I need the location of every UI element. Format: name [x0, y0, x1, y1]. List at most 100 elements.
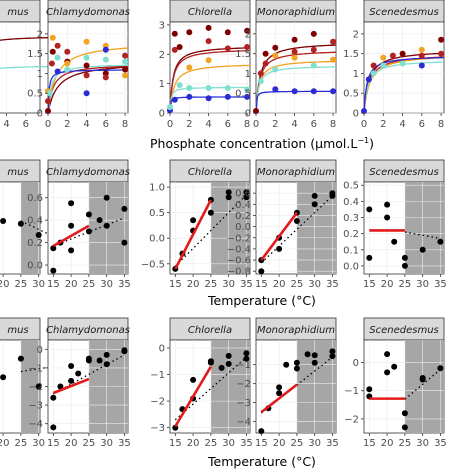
- fit-curve: [47, 47, 129, 114]
- panel-1-1: Chlamydomonas 15 20 25 30 35 0.0 0.2 0.4 0.6: [27, 159, 131, 290]
- data-point: [283, 361, 290, 368]
- facet-strip: [0, 159, 41, 183]
- data-point: [384, 351, 391, 358]
- x-tick-label: 25: [15, 279, 28, 290]
- y-tick-label: 0.4: [343, 197, 359, 208]
- data-point: [380, 54, 387, 61]
- x-tick-label: 35: [240, 438, 253, 449]
- y-tick-label: −0.4: [227, 244, 251, 255]
- data-point: [122, 66, 129, 73]
- data-point: [262, 60, 269, 67]
- data-point: [171, 46, 178, 53]
- data-point: [366, 206, 373, 213]
- fit-curve: [47, 65, 128, 114]
- x-tick-label: 20: [65, 279, 78, 290]
- y-tick-label: 0.6: [235, 189, 251, 200]
- data-point: [103, 361, 110, 368]
- data-point: [205, 85, 212, 91]
- x-tick-label: 2: [64, 119, 70, 130]
- y-tick-label: 1.5: [235, 49, 251, 60]
- data-point: [399, 50, 406, 57]
- facet-label: Scenedesmus: [369, 325, 439, 336]
- fit-curve: [47, 66, 129, 114]
- x-tick-label: 4: [205, 119, 211, 130]
- data-point: [207, 358, 214, 365]
- facet-strip: [0, 317, 41, 341]
- data-point: [121, 239, 128, 246]
- data-point: [419, 375, 426, 381]
- x-tick-label: 30: [100, 438, 113, 449]
- data-point: [50, 267, 57, 274]
- x-tick-label: 30: [416, 279, 429, 290]
- x-tick-label: 35: [326, 438, 339, 449]
- shaded-region: [404, 182, 444, 274]
- y-tick-label: 0.2: [343, 229, 359, 240]
- data-point: [102, 56, 109, 63]
- data-point: [244, 86, 251, 93]
- data-point: [54, 42, 61, 49]
- data-point: [418, 62, 425, 69]
- x-tick-label: 15: [255, 438, 268, 449]
- data-point: [57, 383, 64, 390]
- regression-line: [174, 365, 213, 428]
- fit-curve: [255, 44, 336, 114]
- x-tick-label: 35: [434, 438, 447, 449]
- data-point: [384, 214, 391, 221]
- data-point: [45, 108, 51, 114]
- x-axis-title-exponent: −1: [357, 136, 369, 145]
- data-point: [257, 78, 264, 85]
- data-point: [0, 374, 7, 381]
- y-tick-label: −3: [236, 398, 251, 409]
- y-tick-label: 1.5: [27, 49, 43, 60]
- dotted-fit-line: [20, 365, 57, 373]
- data-point: [291, 54, 298, 61]
- fit-curve: [255, 51, 336, 114]
- data-point: [272, 52, 279, 59]
- y-tick-label: 0.5: [27, 89, 43, 100]
- data-point: [68, 200, 75, 207]
- y-tick-label: 0.5: [343, 181, 359, 192]
- data-point: [380, 62, 387, 69]
- data-point: [50, 394, 57, 401]
- data-point: [243, 350, 250, 357]
- x-tick-label: 30: [32, 438, 45, 449]
- y-tick-label: 1: [353, 69, 359, 80]
- data-point: [293, 365, 300, 372]
- data-point: [243, 355, 250, 362]
- x-tick-label: 20: [187, 438, 200, 449]
- y-tick-label: −3: [28, 401, 43, 412]
- fit-curve: [255, 60, 336, 114]
- y-tick-label: 0: [353, 358, 359, 369]
- data-point: [366, 254, 373, 261]
- y-tick-label: 0.2: [27, 238, 43, 249]
- data-point: [291, 48, 298, 55]
- x-tick-label: 35: [434, 279, 447, 290]
- data-point: [224, 93, 231, 100]
- x-tick-label: 20: [0, 279, 9, 290]
- data-point: [121, 347, 128, 354]
- y-tick-label: 0.1: [343, 245, 359, 256]
- data-point: [45, 98, 51, 105]
- data-point: [85, 355, 92, 362]
- data-point: [68, 222, 75, 229]
- y-tick-label: −2: [344, 414, 359, 425]
- data-point: [68, 247, 75, 254]
- y-tick-label: −0.6: [227, 256, 251, 267]
- data-point: [384, 369, 391, 376]
- regression-line: [52, 224, 90, 248]
- data-point: [401, 410, 408, 417]
- data-point: [366, 386, 373, 393]
- panel-1-0: mus 20 25 30: [0, 159, 60, 290]
- dotted-fit-line: [53, 217, 125, 247]
- fit-curve: [0, 37, 48, 41]
- facet-label: Chlamydomonas: [46, 325, 130, 336]
- y-tick-label: 0: [245, 109, 251, 120]
- data-point: [190, 217, 197, 224]
- y-tick-label: 0.3: [343, 213, 359, 224]
- data-point: [253, 108, 259, 114]
- data-point: [102, 46, 109, 53]
- data-point: [171, 96, 178, 103]
- data-point: [330, 88, 337, 95]
- shaded-region: [20, 182, 40, 274]
- y-tick-label: 0.0: [343, 261, 359, 272]
